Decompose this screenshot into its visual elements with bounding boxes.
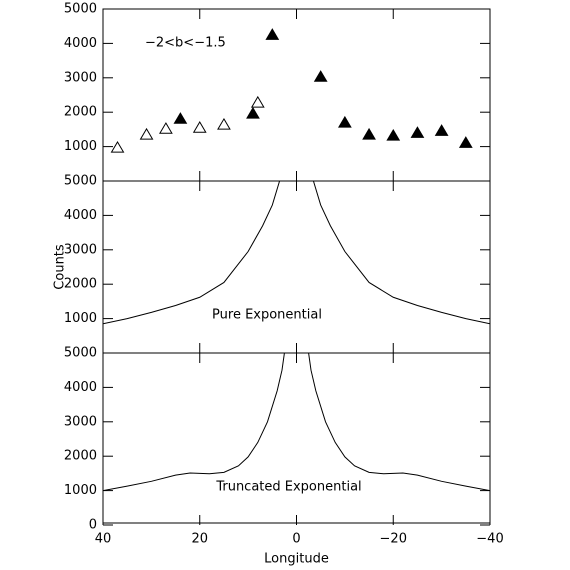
annotation: Truncated Exponential: [215, 480, 361, 495]
marker: [362, 127, 376, 140]
y-tick-label: 4000: [64, 380, 97, 395]
y-tick-label: 2000: [64, 105, 97, 120]
y-tick-label: 4000: [64, 208, 97, 223]
y-tick-label: 1000: [64, 139, 97, 154]
marker: [313, 70, 328, 82]
annotation: −2<b<−1.5: [145, 36, 226, 51]
marker: [173, 112, 188, 124]
frame: [102, 8, 491, 524]
x-tick-label: −40: [476, 532, 503, 547]
y-tick-label: 1000: [64, 483, 97, 498]
marker: [192, 121, 207, 133]
y-tick-label: 3000: [64, 242, 97, 257]
marker: [110, 140, 125, 153]
y-tick-label: 5000: [64, 2, 97, 17]
marker: [434, 124, 449, 136]
marker: [386, 128, 401, 141]
y-tick-label: 3000: [64, 70, 97, 85]
curve: [103, 181, 490, 325]
y-tick-label: 5000: [64, 346, 97, 361]
y-tick-label: 5000: [64, 174, 97, 189]
marker: [250, 95, 265, 108]
y-tick-label: 1000: [64, 311, 97, 326]
x-tick-label: 0: [292, 532, 300, 547]
marker: [265, 28, 280, 40]
y-tick-label: 3000: [64, 414, 97, 429]
x-tick-label: 40: [95, 532, 112, 547]
annotation: Pure Exponential: [212, 308, 322, 323]
y-axis-label: Counts: [53, 244, 68, 290]
marker: [139, 127, 154, 140]
x-tick-label: 20: [191, 532, 208, 547]
curve: [103, 353, 490, 492]
y-tick-label: 4000: [64, 36, 97, 51]
marker: [246, 106, 260, 119]
marker: [159, 122, 173, 134]
marker: [458, 136, 473, 148]
y-tick-label: 2000: [64, 277, 97, 292]
x-tick-label: −20: [380, 532, 407, 547]
y-tick-label: 2000: [64, 449, 97, 464]
x-axis-label: Longitude: [264, 552, 329, 567]
marker: [217, 117, 231, 130]
marker: [410, 126, 425, 138]
marker: [338, 115, 352, 128]
y-tick-label: 0: [89, 518, 97, 533]
